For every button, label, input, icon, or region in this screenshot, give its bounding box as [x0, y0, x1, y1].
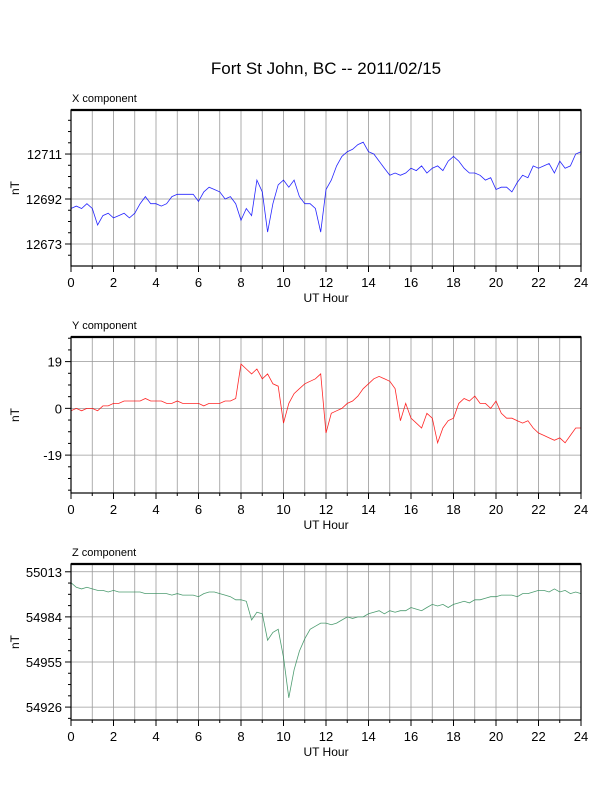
x-tick-label: 6 [195, 502, 202, 517]
x-tick-label: 0 [67, 729, 74, 744]
x-tick-label: 24 [574, 275, 588, 290]
x-tick-label: 18 [446, 502, 460, 517]
x-tick-label: 16 [404, 275, 418, 290]
x-tick-label: 10 [276, 502, 290, 517]
y-tick-label: 19 [48, 355, 62, 370]
x-tick-label: 6 [195, 729, 202, 744]
x-tick-label: 12 [319, 729, 333, 744]
panel-title: Y component [72, 320, 137, 332]
x-axis-label: UT Hour [303, 745, 348, 759]
x-tick-label: 8 [237, 502, 244, 517]
panel-title: Z component [72, 547, 136, 559]
x-tick-label: 14 [361, 275, 375, 290]
x-tick-label: 2 [110, 729, 117, 744]
y-axis-label: nT [8, 407, 22, 422]
x-tick-label: 20 [489, 502, 503, 517]
y-component-panel: Y component UT Hour nT 0 2 4 6 8 10 12 14 16 18 20… [8, 320, 588, 532]
data-series-line [70, 141, 582, 233]
y-tick-label: 54955 [26, 655, 62, 670]
x-tick-label: 18 [446, 275, 460, 290]
x-axis-label: UT Hour [303, 518, 348, 532]
figure-title: Fort St John, BC -- 2011/02/15 [211, 59, 441, 78]
x-tick-label: 16 [404, 729, 418, 744]
y-tick-label: 55013 [26, 565, 62, 580]
x-tick-label: 2 [110, 275, 117, 290]
x-tick-label: 22 [531, 729, 545, 744]
x-tick-label: 8 [237, 275, 244, 290]
y-axis-label: nT [8, 180, 22, 195]
y-tick-label: 54926 [26, 700, 62, 715]
x-tick-label: 24 [574, 729, 588, 744]
z-component-panel: Z component UT Hour nT 0 2 4 6 8 10 12 14 16 18 20… [8, 547, 588, 759]
x-tick-label: 4 [152, 729, 159, 744]
x-tick-label: 16 [404, 502, 418, 517]
x-tick-label: 14 [361, 502, 375, 517]
panel-title: X component [72, 93, 137, 105]
y-tick-label: 0 [55, 401, 62, 416]
x-tick-label: 0 [67, 502, 74, 517]
y-tick-label: 12673 [26, 237, 62, 252]
x-tick-label: 22 [531, 502, 545, 517]
x-tick-label: 24 [574, 502, 588, 517]
y-tick-label: -19 [43, 448, 62, 463]
x-tick-label: 18 [446, 729, 460, 744]
data-series-line [70, 363, 581, 445]
y-tick-label: 12692 [26, 192, 62, 207]
data-series-line [70, 582, 582, 698]
x-tick-label: 2 [110, 502, 117, 517]
x-tick-label: 22 [531, 275, 545, 290]
x-tick-label: 8 [237, 729, 244, 744]
y-tick-label: 54984 [26, 610, 62, 625]
x-tick-label: 4 [152, 502, 159, 517]
x-tick-label: 12 [319, 502, 333, 517]
x-component-panel: X component UT Hour nT 0 2 4 6 8 10 12 14 16 18 20… [8, 93, 588, 305]
x-tick-label: 20 [489, 729, 503, 744]
x-axis-label: UT Hour [303, 291, 348, 305]
x-tick-label: 14 [361, 729, 375, 744]
y-axis-label: nT [8, 634, 22, 649]
y-tick-label: 12711 [27, 147, 62, 162]
x-tick-label: 6 [195, 275, 202, 290]
x-tick-label: 0 [67, 275, 74, 290]
x-tick-label: 4 [152, 275, 159, 290]
x-tick-label: 20 [489, 275, 503, 290]
x-tick-label: 12 [319, 275, 333, 290]
x-tick-label: 10 [276, 729, 290, 744]
x-tick-label: 10 [276, 275, 290, 290]
